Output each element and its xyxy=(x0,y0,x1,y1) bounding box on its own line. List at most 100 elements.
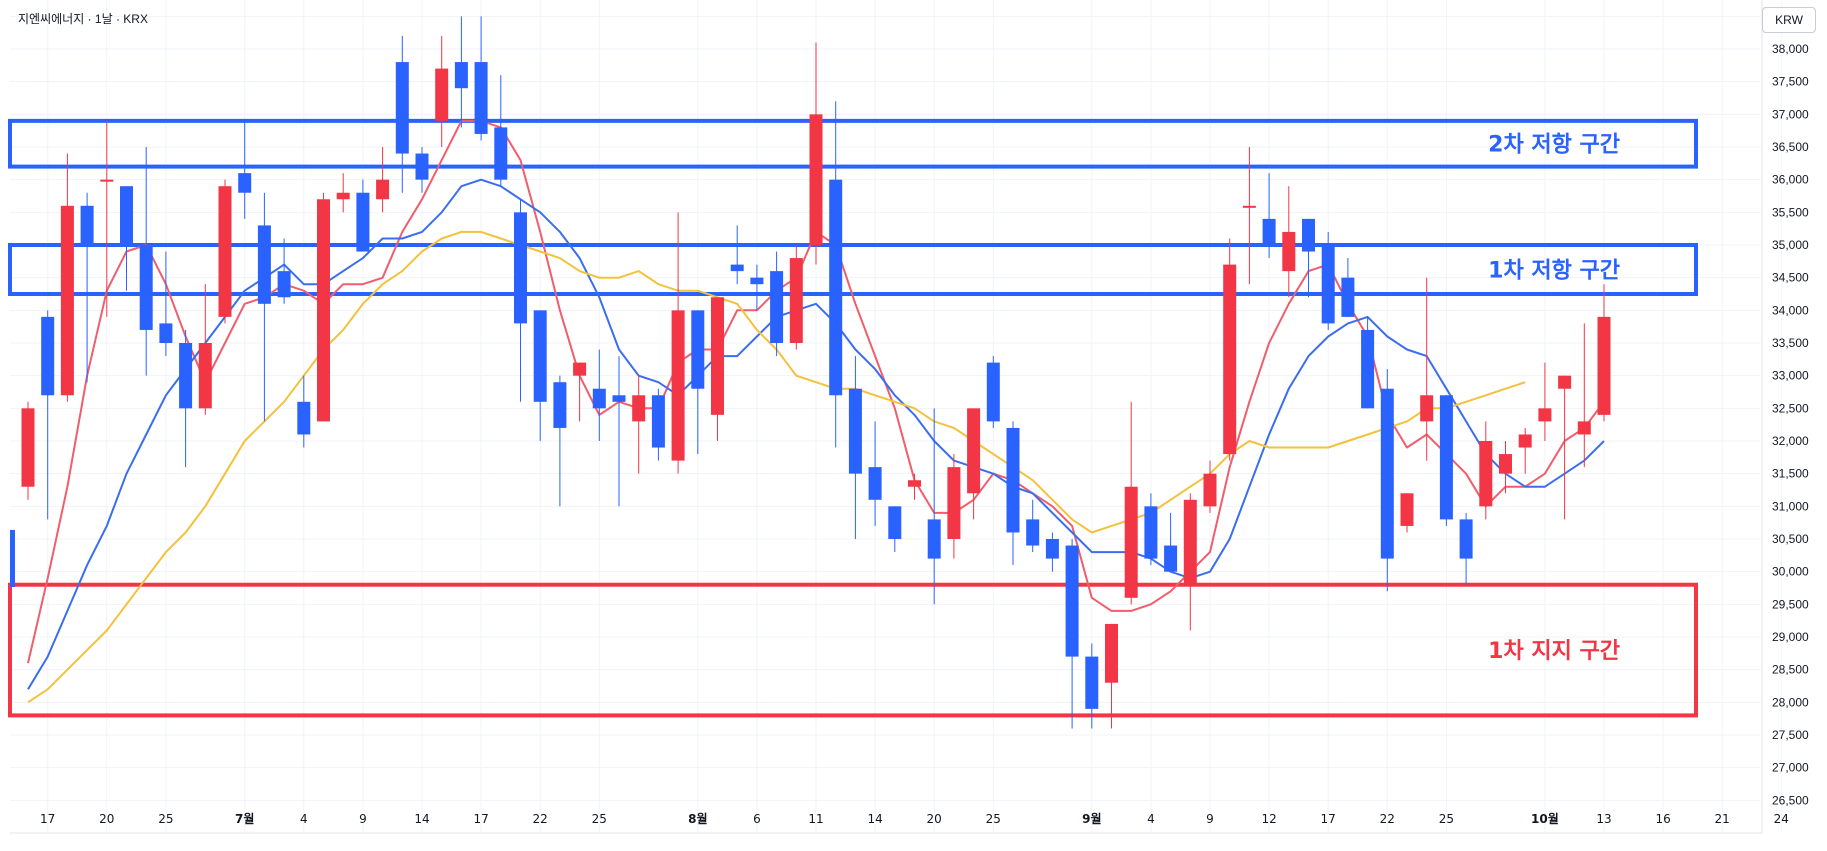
candle-body xyxy=(179,343,193,409)
y-tick-label: 26,500 xyxy=(1772,793,1809,807)
x-tick-label: 25 xyxy=(986,812,1001,826)
candle-body xyxy=(395,62,409,154)
x-tick-label: 22 xyxy=(1380,812,1395,826)
candle-body xyxy=(494,127,508,180)
x-tick-label: 25 xyxy=(592,812,607,826)
x-tick-label: 20 xyxy=(99,812,114,826)
candle-body xyxy=(514,212,527,324)
candle-body xyxy=(1439,395,1453,520)
x-tick-label: 17 xyxy=(1321,812,1336,826)
x-tick-label: 14 xyxy=(867,812,882,826)
candle-body xyxy=(1045,539,1059,559)
candle-body xyxy=(1400,493,1414,526)
candle-body xyxy=(1380,388,1394,559)
candle-body xyxy=(415,153,429,180)
candle-body xyxy=(888,506,902,539)
x-tick-label: 10월 xyxy=(1531,811,1559,826)
candle-body xyxy=(100,179,114,182)
x-axis: 17 20 25 7월 4 9 14 17 22 25 8월 6 11 14 20 25 9월 4 9 12 17 22 2… xyxy=(40,811,1789,826)
candle-body xyxy=(60,205,74,396)
candle-body xyxy=(908,480,921,487)
x-tick-label: 25 xyxy=(158,812,173,826)
zone-label: 1차 지지 구간 xyxy=(1488,639,1620,664)
x-tick-label: 6 xyxy=(753,812,761,826)
y-tick-label: 35,000 xyxy=(1772,238,1809,252)
candle-body xyxy=(376,179,390,200)
candle-body xyxy=(553,382,567,428)
zone-box xyxy=(8,582,1698,718)
y-tick-label: 34,000 xyxy=(1772,303,1809,317)
candle-body xyxy=(592,388,606,409)
candle-body xyxy=(1459,519,1473,559)
x-tick-label: 7월 xyxy=(235,811,254,826)
candle-body xyxy=(986,362,1000,422)
x-tick-label: 20 xyxy=(927,812,942,826)
y-tick-label: 32,000 xyxy=(1772,434,1809,448)
y-tick-label: 32,500 xyxy=(1772,401,1809,415)
candle-body xyxy=(927,519,941,559)
candle-body xyxy=(868,467,882,500)
candle-body xyxy=(1183,499,1197,585)
candle-body xyxy=(1262,218,1276,245)
y-tick-label: 30,000 xyxy=(1772,565,1809,579)
x-tick-label: 17 xyxy=(473,812,488,826)
candle-body xyxy=(1341,277,1355,317)
candle-body xyxy=(474,62,488,134)
candle-body xyxy=(21,408,35,487)
zone-label: 2차 저항 구간 xyxy=(1488,133,1620,158)
y-tick-label: 27,000 xyxy=(1772,761,1809,775)
candle-body xyxy=(257,225,271,304)
candle-body xyxy=(533,310,547,402)
y-tick-label: 28,500 xyxy=(1772,663,1809,677)
candle-body xyxy=(159,323,173,343)
candle-body xyxy=(632,395,646,422)
candle-body xyxy=(651,395,665,448)
candles xyxy=(21,16,1611,729)
candle-body xyxy=(848,388,862,474)
x-tick-label: 14 xyxy=(414,812,429,826)
candle-body xyxy=(1420,395,1434,422)
y-tick-label: 33,000 xyxy=(1772,369,1809,383)
x-tick-label: 4 xyxy=(1147,812,1155,826)
y-tick-label: 28,000 xyxy=(1772,695,1809,709)
y-tick-label: 36,000 xyxy=(1772,173,1809,187)
candle-body xyxy=(198,343,212,409)
y-tick-label: 33,500 xyxy=(1772,336,1809,350)
y-tick-label: 31,000 xyxy=(1772,499,1809,513)
candle-body xyxy=(1282,231,1296,272)
candle-body xyxy=(1538,408,1552,422)
candle-body xyxy=(1164,545,1178,572)
candle-body xyxy=(750,277,764,285)
x-tick-label: 8월 xyxy=(688,811,707,826)
y-tick-label: 36,500 xyxy=(1772,140,1809,154)
candle-body xyxy=(612,395,626,402)
candle-body xyxy=(789,258,803,343)
candle-body xyxy=(1144,506,1158,559)
y-tick-label: 29,000 xyxy=(1772,630,1809,644)
candle-body xyxy=(80,205,94,245)
x-tick-label: 22 xyxy=(533,812,548,826)
x-tick-label: 21 xyxy=(1715,812,1730,826)
candle-body xyxy=(356,192,370,252)
candle-body xyxy=(1558,375,1572,389)
x-tick-label: 11 xyxy=(808,812,823,826)
candle-body xyxy=(1124,486,1138,598)
x-tick-label: 12 xyxy=(1261,812,1276,826)
candle-body xyxy=(1203,473,1217,507)
currency-button[interactable]: KRW xyxy=(1762,7,1816,33)
x-tick-label: 9월 xyxy=(1082,811,1101,826)
candle-body xyxy=(1597,316,1611,415)
y-tick-label: 30,500 xyxy=(1772,532,1809,546)
candle-body xyxy=(1105,623,1118,683)
y-tick-label: 37,500 xyxy=(1772,75,1809,89)
y-tick-label: 35,500 xyxy=(1772,205,1809,219)
candle-body xyxy=(671,310,685,461)
zone-box xyxy=(8,118,1698,169)
candle-body xyxy=(1065,545,1079,657)
symbol-title: 지엔씨에너지 · 1날 · KRX xyxy=(18,12,148,26)
candle-body xyxy=(1026,519,1040,546)
candle-body xyxy=(41,316,55,396)
candle-body xyxy=(139,245,153,330)
